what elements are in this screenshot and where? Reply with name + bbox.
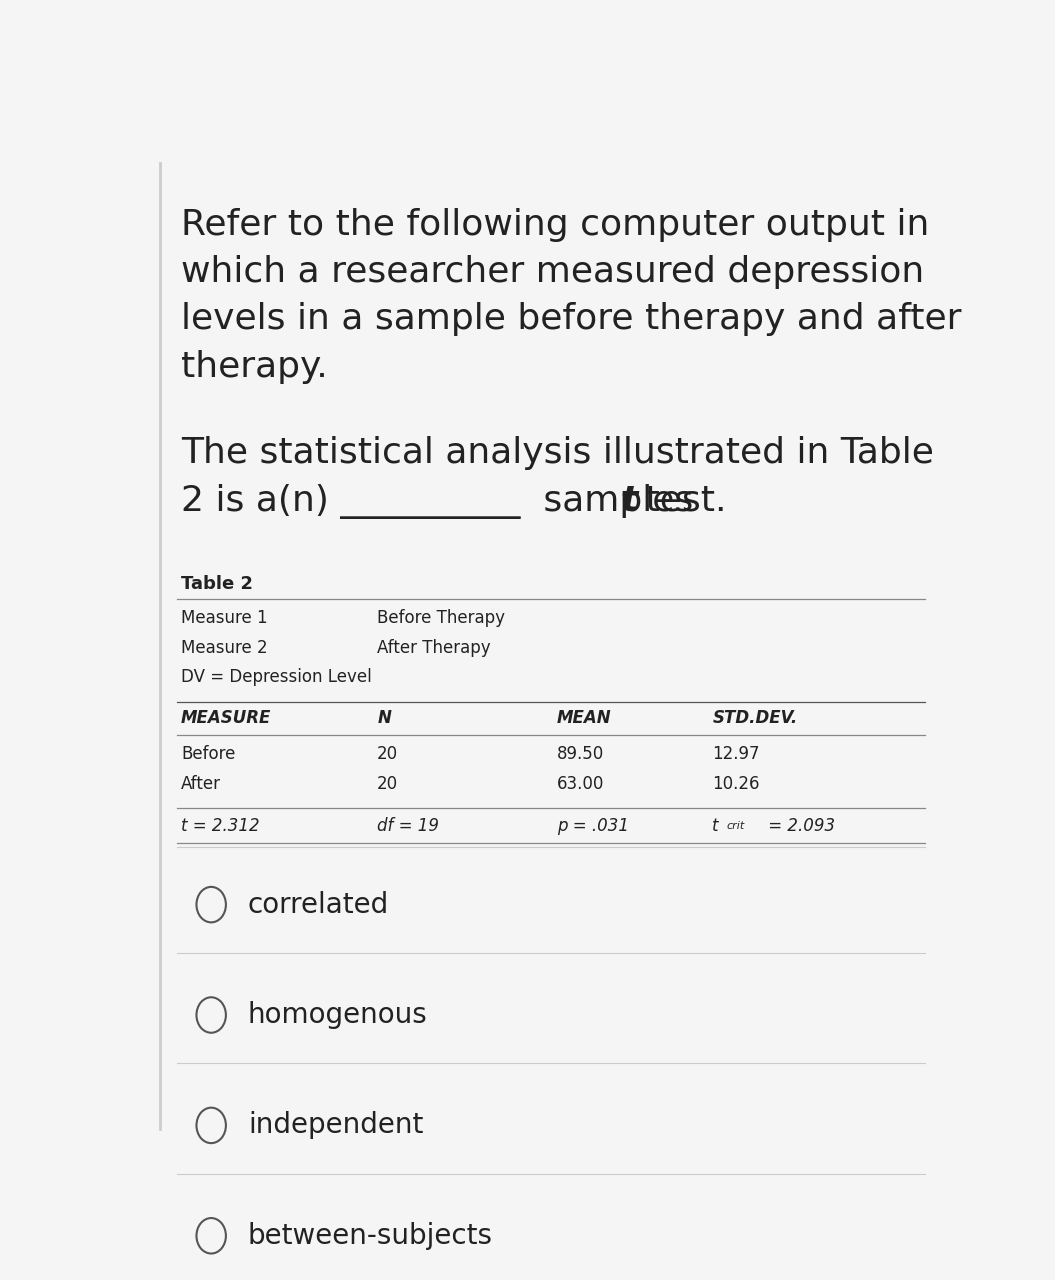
Text: 12.97: 12.97: [712, 745, 760, 763]
Text: t: t: [712, 817, 718, 835]
Text: DV = Depression Level: DV = Depression Level: [181, 668, 371, 686]
Text: After: After: [181, 774, 220, 792]
Text: t: t: [620, 484, 637, 518]
Text: STD.DEV.: STD.DEV.: [712, 709, 798, 727]
Text: 2 is a(n) __________  samples: 2 is a(n) __________ samples: [181, 484, 705, 518]
Text: MEASURE: MEASURE: [181, 709, 271, 727]
Text: = 2.093: = 2.093: [763, 817, 836, 835]
Text: Before: Before: [181, 745, 235, 763]
Text: df = 19: df = 19: [378, 817, 439, 835]
Text: independent: independent: [248, 1111, 423, 1139]
Text: which a researcher measured depression: which a researcher measured depression: [181, 255, 924, 289]
Text: 89.50: 89.50: [557, 745, 605, 763]
Text: Before Therapy: Before Therapy: [378, 609, 505, 627]
Text: 20: 20: [378, 745, 399, 763]
Text: test.: test.: [634, 484, 727, 518]
Text: Table 2: Table 2: [181, 576, 253, 594]
Text: levels in a sample before therapy and after: levels in a sample before therapy and af…: [181, 302, 961, 337]
Text: 20: 20: [378, 774, 399, 792]
Text: between-subjects: between-subjects: [248, 1222, 493, 1249]
Text: MEAN: MEAN: [557, 709, 612, 727]
Text: therapy.: therapy.: [181, 349, 328, 384]
Text: Refer to the following computer output in: Refer to the following computer output i…: [181, 207, 929, 242]
Text: homogenous: homogenous: [248, 1001, 427, 1029]
Text: p = .031: p = .031: [557, 817, 629, 835]
Text: 63.00: 63.00: [557, 774, 605, 792]
Text: The statistical analysis illustrated in Table: The statistical analysis illustrated in …: [181, 436, 934, 471]
Text: crit: crit: [726, 820, 745, 831]
Text: t = 2.312: t = 2.312: [181, 817, 260, 835]
Text: correlated: correlated: [248, 891, 389, 919]
Text: Measure 2: Measure 2: [181, 639, 268, 657]
Text: After Therapy: After Therapy: [378, 639, 491, 657]
Text: N: N: [378, 709, 391, 727]
Text: Measure 1: Measure 1: [181, 609, 268, 627]
Text: 10.26: 10.26: [712, 774, 760, 792]
